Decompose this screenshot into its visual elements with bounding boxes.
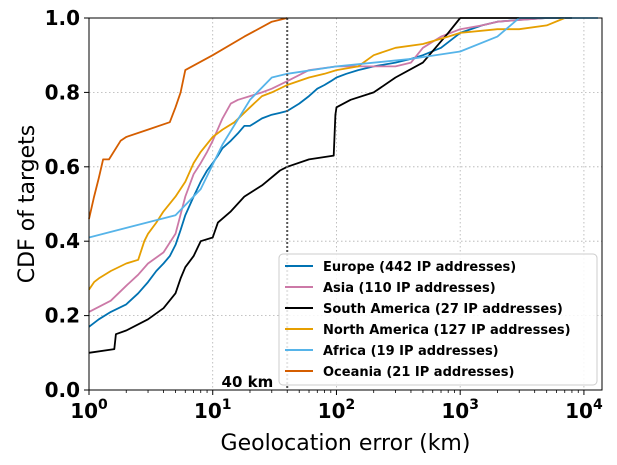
legend-entry-label: Africa (19 IP addresses) [323,344,499,359]
legend-entry-label: Europe (442 IP addresses) [323,260,516,275]
x-tick-label: 100 [70,397,108,423]
legend: Europe (442 IP addresses) Asia (110 IP ad… [278,253,598,386]
series-line-5 [88,17,288,220]
legend-entry-label: Oceania (21 IP addresses) [323,365,514,380]
series-line-0 [88,17,572,328]
axis-ticks [84,17,585,395]
y-tick-label: 0.6 [45,155,80,179]
legend-entry-label: North America (127 IP addresses) [323,323,571,338]
axis-tick-labels: 100 101 102 103 104 0.0 0.2 0.4 0.6 0.8 1.0 [45,6,603,423]
y-axis-label: CDF of targets [15,125,40,284]
y-tick-label: 0.0 [45,378,80,402]
y-tick-label: 0.8 [45,80,80,104]
series-line-4 [88,17,598,239]
y-tick-label: 0.4 [45,229,80,253]
x-tick-label: 104 [565,397,603,423]
legend-entry-label: Asia (110 IP addresses) [323,281,496,296]
x-axis-label: Geolocation error (km) [221,431,471,456]
plot-frame [88,17,603,391]
y-tick-label: 1.0 [45,6,80,30]
y-tick-label: 0.2 [45,304,80,328]
x-tick-label: 102 [318,397,356,423]
legend-entry-label: South America (27 IP addresses) [323,302,563,317]
series-line-3 [88,17,566,291]
reference-line-label: 40 km [222,373,274,391]
series-line-1 [88,17,572,313]
x-tick-label: 103 [441,397,479,423]
legend-box [278,253,598,386]
series-lines [88,17,598,354]
series-line-2 [88,17,572,354]
x-tick-label: 101 [194,397,232,423]
